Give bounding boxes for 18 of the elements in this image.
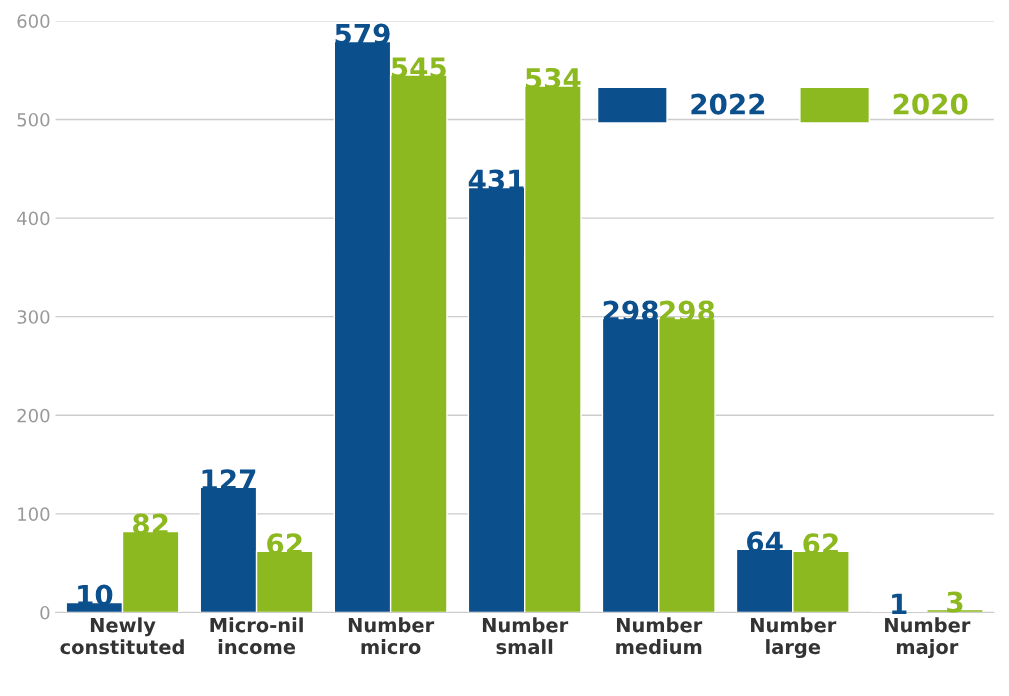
data-label: 1: [892, 593, 907, 615]
y-tick-label: 400: [17, 211, 50, 226]
legend-label: 2020: [893, 93, 968, 115]
data-label: 3: [947, 591, 963, 613]
y-tick-label: 200: [17, 408, 50, 423]
y-tick-label: 0: [40, 605, 50, 620]
x-tick-label: Micro-nil income: [210, 617, 303, 655]
legend-label: 2022: [691, 93, 765, 115]
x-tick-label: Number micro: [348, 617, 435, 655]
x-tick-label: Number small: [482, 617, 569, 655]
y-tick-label: 100: [18, 507, 50, 521]
x-tick-label: Newly constituted: [60, 617, 184, 655]
y-tick-label: 600: [17, 14, 50, 28]
x-tick-label: Number large: [751, 617, 837, 659]
x-tick-label: Number major: [885, 617, 971, 659]
y-tick-label: 500: [17, 112, 50, 127]
y-tick-label: 300: [17, 310, 50, 324]
x-tick-label: Number medium: [616, 617, 703, 655]
